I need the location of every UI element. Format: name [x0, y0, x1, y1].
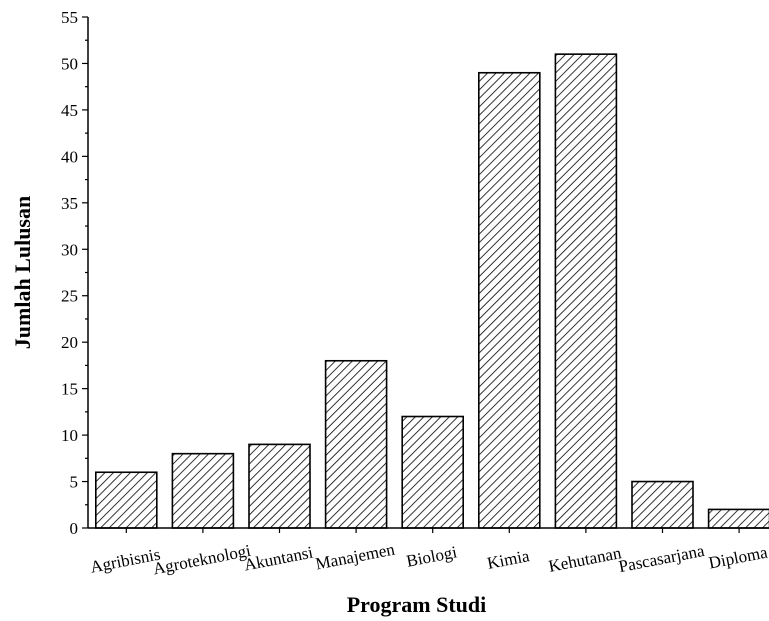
- y-tick-label: 25: [61, 287, 78, 306]
- bar-agroteknologi: [171, 452, 235, 529]
- x-category-label: Diploma: [707, 543, 769, 573]
- y-tick-label: 10: [61, 426, 78, 445]
- y-axis-ticks: 0 5 10 15 20 25 30 35 40 45 50 55: [61, 8, 88, 538]
- bar-kehutanan: [554, 53, 618, 529]
- x-category-label: Biologi: [405, 542, 459, 570]
- bar-biologi: [401, 415, 465, 529]
- x-category-label: Pascasarjana: [617, 541, 706, 576]
- x-category-label: Akuntansi: [242, 543, 314, 575]
- x-category-label: Agroteknologi: [151, 541, 252, 579]
- bar-manajemen: [324, 359, 388, 529]
- y-tick-label: 45: [61, 101, 78, 120]
- y-tick-label: 50: [61, 54, 78, 73]
- bar-akuntansi: [248, 443, 311, 529]
- bar-diploma: [707, 508, 769, 529]
- y-tick-label: 55: [61, 8, 78, 27]
- y-tick-label: 5: [70, 473, 79, 492]
- y-tick-label: 40: [61, 147, 78, 166]
- y-tick-label: 35: [61, 194, 78, 213]
- y-tick-label: 20: [61, 333, 78, 352]
- y-tick-label: 0: [70, 519, 79, 538]
- x-category-label: Manajemen: [314, 540, 397, 574]
- x-category-label: Kehutanan: [547, 543, 623, 576]
- x-axis-title: Program Studi: [347, 592, 487, 617]
- y-tick-label: 15: [61, 380, 78, 399]
- bar-kimia: [477, 71, 541, 529]
- y-tick-label: 30: [61, 240, 78, 259]
- bars-layer: [95, 53, 769, 533]
- bar-pascasarjana: [631, 480, 694, 529]
- y-axis-title: Jumlah Lulusan: [10, 196, 35, 349]
- x-category-label: Kimia: [486, 546, 532, 573]
- bar-agribisnis: [95, 471, 158, 529]
